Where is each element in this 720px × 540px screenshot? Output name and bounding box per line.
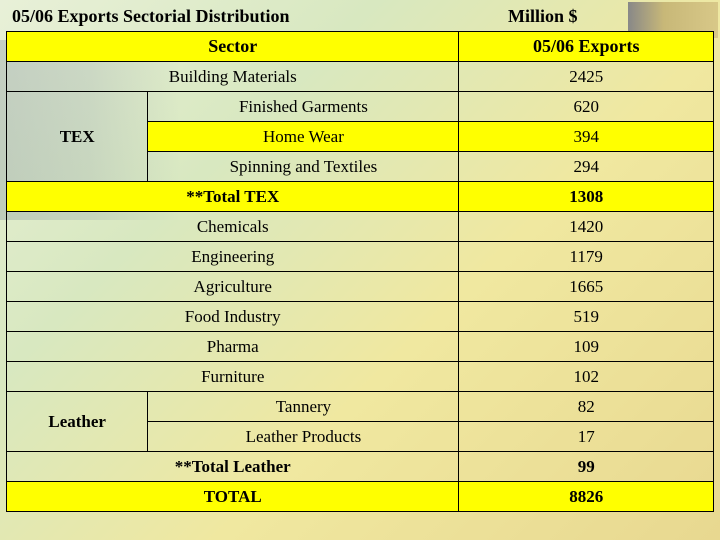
table-row: Engineering 1179	[7, 242, 714, 272]
row-label: **Total TEX	[7, 182, 459, 212]
table-row: TEX Finished Garments 620	[7, 92, 714, 122]
page-title: 05/06 Exports Sectorial Distribution	[12, 6, 500, 27]
row-label: Pharma	[7, 332, 459, 362]
row-value: 394	[459, 122, 714, 152]
row-label: Engineering	[7, 242, 459, 272]
row-value: 294	[459, 152, 714, 182]
group-label-leather: Leather	[7, 392, 148, 452]
row-value: 82	[459, 392, 714, 422]
row-value: 1665	[459, 272, 714, 302]
row-label: **Total Leather	[7, 452, 459, 482]
row-value: 1179	[459, 242, 714, 272]
table-row: Furniture 102	[7, 362, 714, 392]
table-row: Chemicals 1420	[7, 212, 714, 242]
title-bar: 05/06 Exports Sectorial Distribution Mil…	[0, 0, 720, 31]
row-label: Home Wear	[148, 122, 459, 152]
exports-table: Sector 05/06 Exports Building Materials …	[6, 31, 714, 512]
row-label: Finished Garments	[148, 92, 459, 122]
row-value: 102	[459, 362, 714, 392]
row-label: Leather Products	[148, 422, 459, 452]
row-value: 519	[459, 302, 714, 332]
row-value: 1420	[459, 212, 714, 242]
row-label: Agriculture	[7, 272, 459, 302]
row-value: 2425	[459, 62, 714, 92]
row-label: Chemicals	[7, 212, 459, 242]
row-value: 1308	[459, 182, 714, 212]
table-row: Leather Tannery 82	[7, 392, 714, 422]
table-row: **Total Leather 99	[7, 452, 714, 482]
row-value: 99	[459, 452, 714, 482]
row-value: 8826	[459, 482, 714, 512]
row-label: TOTAL	[7, 482, 459, 512]
table-row: Building Materials 2425	[7, 62, 714, 92]
row-label: Spinning and Textiles	[148, 152, 459, 182]
row-value: 620	[459, 92, 714, 122]
row-value: 109	[459, 332, 714, 362]
table-row: **Total TEX 1308	[7, 182, 714, 212]
table-header-row: Sector 05/06 Exports	[7, 32, 714, 62]
header-sector: Sector	[7, 32, 459, 62]
row-value: 17	[459, 422, 714, 452]
table-total-row: TOTAL 8826	[7, 482, 714, 512]
table-row: Agriculture 1665	[7, 272, 714, 302]
row-label: Building Materials	[7, 62, 459, 92]
table-row: Pharma 109	[7, 332, 714, 362]
table-row: Food Industry 519	[7, 302, 714, 332]
row-label: Tannery	[148, 392, 459, 422]
unit-label: Million $	[500, 6, 708, 27]
row-label: Furniture	[7, 362, 459, 392]
row-label: Food Industry	[7, 302, 459, 332]
header-value: 05/06 Exports	[459, 32, 714, 62]
group-label-tex: TEX	[7, 92, 148, 182]
